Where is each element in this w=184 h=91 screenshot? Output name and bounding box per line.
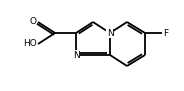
Text: N: N (107, 28, 113, 37)
Text: O: O (30, 17, 37, 26)
Text: N: N (73, 51, 79, 60)
Text: HO: HO (23, 39, 37, 49)
Text: F: F (163, 28, 168, 37)
